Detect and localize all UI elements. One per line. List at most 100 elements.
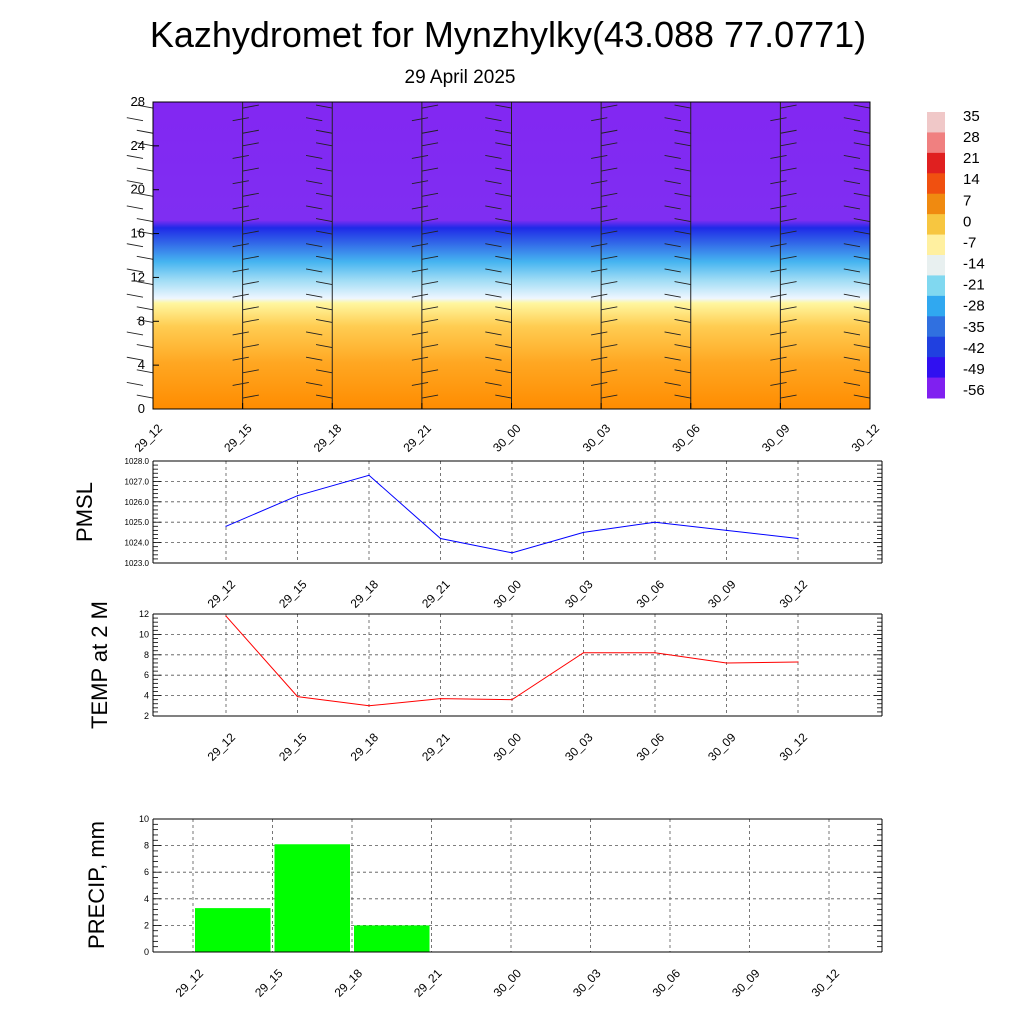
x-tick-label: 29_21 [419, 577, 453, 611]
wind-barb [780, 142, 797, 147]
data-point [225, 615, 227, 617]
wind-barb [232, 356, 249, 361]
wind-barb [853, 192, 871, 197]
wind-barb [305, 268, 323, 273]
wind-barb [136, 129, 154, 134]
wind-barb [232, 381, 249, 386]
y-tick-label: 28 [131, 94, 145, 109]
colorbar-segment [927, 275, 945, 297]
wind-barb [126, 117, 144, 122]
wind-barb [136, 192, 154, 197]
wind-barb [242, 306, 259, 311]
wind-barb [664, 293, 681, 298]
precip-bar [274, 844, 350, 952]
y-tick-label: 12 [131, 269, 145, 284]
precip-bar [195, 908, 271, 952]
wind-barb [315, 281, 333, 285]
wind-barb [664, 268, 681, 273]
x-tick-label: 30_12 [777, 577, 811, 611]
wind-barb [770, 331, 787, 336]
wind-barb [232, 205, 249, 210]
colorbar-segment [927, 132, 945, 154]
wind-barb [232, 155, 249, 159]
wind-barb [591, 331, 608, 336]
wind-barb [232, 331, 249, 336]
data-point [797, 661, 799, 663]
wind-barb [843, 381, 861, 386]
colorbar-label: 28 [963, 129, 980, 146]
data-point [511, 699, 513, 701]
wind-barb [305, 381, 323, 386]
y-tick-label: 1024.0 [125, 539, 150, 548]
wind-barb [674, 142, 691, 147]
data-point [368, 705, 370, 707]
data-point [439, 698, 442, 700]
wind-barb [232, 243, 249, 248]
x-tick-label: 29_21 [411, 966, 445, 1000]
data-point [725, 662, 728, 664]
wind-barb [674, 369, 691, 374]
wind-barb [674, 318, 691, 323]
wind-barb [495, 142, 512, 147]
wind-barb [601, 167, 618, 172]
x-tick-label: 30_12 [809, 966, 843, 1000]
x-tick-label: 30_00 [490, 421, 524, 455]
wind-barb [485, 331, 502, 336]
wind-barb [126, 180, 144, 185]
y-tick-label: 8 [144, 650, 149, 660]
wind-barb [315, 142, 333, 147]
wind-barb [664, 117, 681, 122]
wind-barb [232, 293, 249, 298]
x-tick-label: 29_18 [332, 966, 366, 1000]
wind-barb [136, 344, 154, 349]
wind-barb [674, 104, 691, 109]
wind-barb [664, 381, 681, 386]
wind-barb [242, 192, 259, 197]
wind-barb [591, 243, 608, 248]
colorbar-label: -49 [963, 361, 985, 378]
x-tick-label: 29_12 [132, 421, 166, 455]
wind-barb [853, 369, 871, 374]
wind-barb [411, 293, 429, 298]
wind-barb [232, 117, 249, 122]
wind-barb [495, 369, 512, 374]
wind-barb [495, 394, 512, 399]
colorbar-label: -56 [963, 382, 985, 399]
wind-barb [411, 243, 429, 248]
wind-barb [780, 230, 797, 235]
x-tick-label: 30_09 [729, 966, 763, 1000]
y-tick-label: 8 [138, 313, 145, 328]
wind-barb [421, 255, 439, 260]
data-point [511, 552, 513, 554]
colorbar-label: 21 [963, 150, 980, 167]
wind-barb [495, 318, 512, 323]
wind-barb [485, 293, 502, 298]
wind-barb [315, 104, 333, 109]
wind-barb [242, 281, 259, 285]
wind-barb [495, 192, 512, 197]
wind-barb [411, 331, 429, 336]
wind-barb [242, 129, 259, 134]
colorbar-label: -28 [963, 298, 985, 315]
wind-barb [136, 255, 154, 260]
wind-barb [843, 205, 861, 210]
x-tick-label: 29_21 [419, 730, 453, 764]
wind-barb [843, 331, 861, 336]
wind-barb [591, 381, 608, 386]
wind-barb [411, 381, 429, 386]
wind-barb [421, 230, 439, 235]
y-tick-label: 10 [139, 629, 149, 639]
wind-barb [780, 255, 797, 260]
temp-panel: 2 4 6 8 10 12 29_12 29_15 29_18 29_21 30_00 30_03 30… [87, 601, 883, 764]
colorbar-segment [927, 377, 945, 399]
precip-panel: 0 2 4 6 8 10 29_12 29_15 29_18 29_21 30_00 30_03 30_… [84, 814, 883, 1000]
wind-barb [485, 268, 502, 273]
wind-barb [126, 356, 144, 361]
data-point [296, 495, 299, 497]
pmsl-panel: 1023.0 1024.0 1025.0 1026.0 1027.0 1028.0 29_1… [72, 457, 883, 611]
y-tick-label: 10 [139, 814, 149, 824]
wind-barb [664, 155, 681, 159]
wind-barb [591, 117, 608, 122]
wind-barb [601, 344, 618, 349]
y-tick-label: 4 [144, 894, 149, 904]
